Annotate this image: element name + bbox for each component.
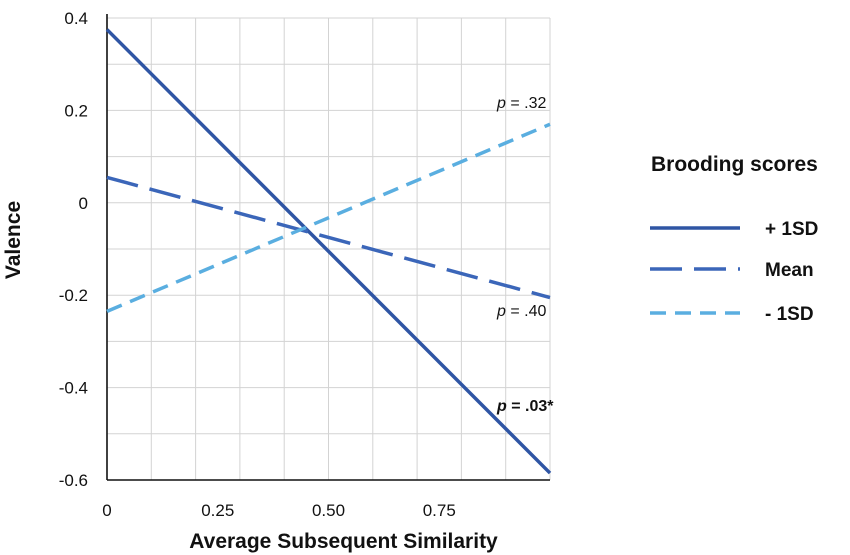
legend-label: - 1SD [765,304,814,325]
series-line-1sd [106,122,551,313]
p-value: = .32 [506,95,547,112]
y-tick-label: -0.2 [59,286,88,305]
p-value-label: p = .32 [496,95,546,112]
x-tick-label: 0 [102,501,111,520]
x-axis-title: Average Subsequent Similarity [189,530,498,553]
y-tick-label: 0.2 [64,101,88,120]
y-tick-label: -0.6 [59,471,88,490]
legend-title: Brooding scores [651,153,818,176]
p-value: = .03* [507,398,554,415]
p-value-annotations: p = .32p = .40p = .03* [496,95,554,415]
y-axis-title: Valence [2,201,25,279]
series-line-mean [106,175,551,300]
legend: Brooding scores + 1SD Mean - 1SD [650,153,818,325]
y-tick-label: 0 [79,194,88,213]
x-tick-label: 0.50 [312,501,345,520]
legend-label: + 1SD [765,219,818,240]
axes [106,14,550,481]
p-value: = .40 [506,303,547,320]
x-tick-label: 0.25 [201,501,234,520]
p-symbol: p [496,95,506,112]
x-tick-label: 0.75 [423,501,456,520]
p-symbol: p [496,398,507,415]
series-line-1sd [105,28,552,475]
legend-label: Mean [765,260,814,281]
tick-labels: 0 0.25 0.50 0.75 0.4 0.2 0 -0.2 -0.4 -0.6 [59,9,456,520]
p-value-label: p = .40 [496,303,546,320]
y-tick-label: -0.4 [59,379,88,398]
p-symbol: p [496,303,506,320]
series-lines [105,28,552,475]
y-tick-label: 0.4 [64,9,88,28]
p-value-label: p = .03* [496,398,554,415]
